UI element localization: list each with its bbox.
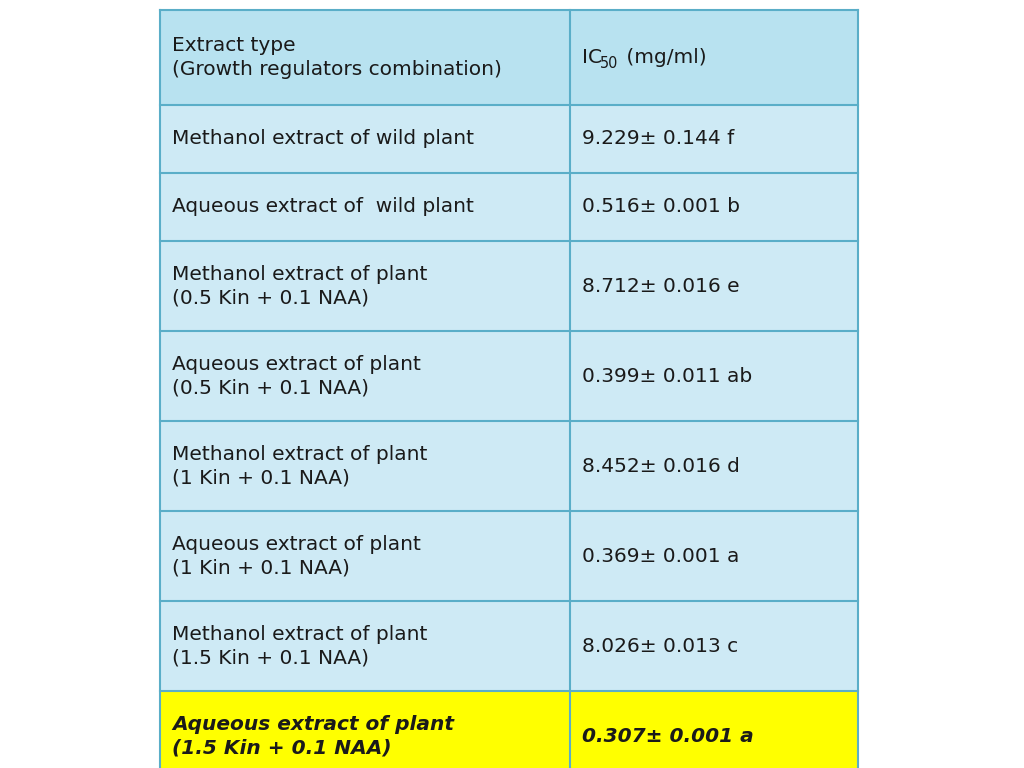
- Text: (mg/ml): (mg/ml): [620, 48, 707, 67]
- Text: 8.026± 0.013 c: 8.026± 0.013 c: [582, 637, 738, 656]
- Text: 0.369± 0.001 a: 0.369± 0.001 a: [582, 547, 739, 565]
- Bar: [160, 421, 858, 511]
- Bar: [160, 511, 858, 601]
- Text: Aqueous extract of plant
(1 Kin + 0.1 NAA): Aqueous extract of plant (1 Kin + 0.1 NA…: [172, 535, 421, 578]
- Text: Methanol extract of plant
(0.5 Kin + 0.1 NAA): Methanol extract of plant (0.5 Kin + 0.1…: [172, 265, 427, 307]
- Text: 8.712± 0.016 e: 8.712± 0.016 e: [582, 276, 739, 296]
- Text: 0.307± 0.001 a: 0.307± 0.001 a: [582, 727, 754, 746]
- Text: 0.399± 0.011 ab: 0.399± 0.011 ab: [582, 366, 753, 386]
- Text: Methanol extract of plant
(1 Kin + 0.1 NAA): Methanol extract of plant (1 Kin + 0.1 N…: [172, 445, 427, 487]
- Text: Aqueous extract of plant
(1.5 Kin + 0.1 NAA): Aqueous extract of plant (1.5 Kin + 0.1 …: [172, 715, 454, 757]
- Text: IC: IC: [582, 48, 602, 67]
- Text: 50: 50: [600, 56, 618, 71]
- Bar: [160, 105, 858, 173]
- Bar: [160, 331, 858, 421]
- Text: Aqueous extract of plant
(0.5 Kin + 0.1 NAA): Aqueous extract of plant (0.5 Kin + 0.1 …: [172, 355, 421, 397]
- Text: Extract type
(Growth regulators combination): Extract type (Growth regulators combinat…: [172, 36, 502, 79]
- Text: Aqueous extract of  wild plant: Aqueous extract of wild plant: [172, 197, 474, 217]
- Text: 0.516± 0.001 b: 0.516± 0.001 b: [582, 197, 740, 217]
- Bar: [160, 241, 858, 331]
- Text: Methanol extract of plant
(1.5 Kin + 0.1 NAA): Methanol extract of plant (1.5 Kin + 0.1…: [172, 624, 427, 667]
- Bar: [160, 601, 858, 691]
- Bar: [160, 10, 858, 105]
- Bar: [160, 691, 858, 768]
- Text: 9.229± 0.144 f: 9.229± 0.144 f: [582, 130, 734, 148]
- Bar: [160, 173, 858, 241]
- Text: Methanol extract of wild plant: Methanol extract of wild plant: [172, 130, 474, 148]
- Text: 8.452± 0.016 d: 8.452± 0.016 d: [582, 456, 740, 475]
